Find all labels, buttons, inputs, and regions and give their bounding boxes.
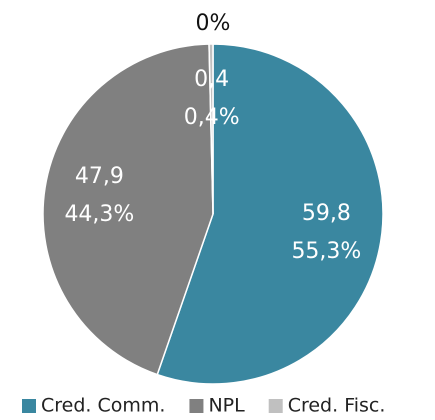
value-label: 59,8	[302, 201, 351, 226]
legend-label: Cred. Fisc.	[288, 395, 386, 417]
legend-label: Cred. Comm.	[41, 395, 165, 417]
value-label: 47,9	[75, 164, 124, 189]
percent-label: 44,3%	[64, 202, 134, 227]
percent-label: 0,4%	[184, 105, 240, 130]
legend-swatch	[189, 399, 204, 413]
legend-label: NPL	[208, 395, 245, 417]
legend-swatch	[22, 399, 36, 413]
pie-slice	[42, 43, 214, 376]
legend-swatch	[268, 399, 283, 413]
percent-label: 55,3%	[291, 239, 361, 264]
value-label: 0,4	[194, 67, 229, 92]
pie-slice	[208, 43, 214, 215]
annotation: 0%	[196, 11, 231, 36]
